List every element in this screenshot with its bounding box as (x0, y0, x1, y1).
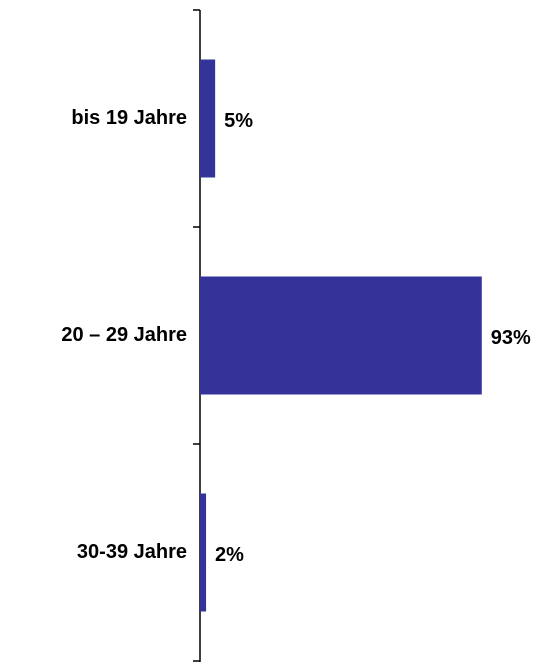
bar (200, 59, 216, 178)
value-label: 2% (215, 544, 244, 566)
value-label: 93% (491, 327, 531, 349)
category-label: 20 – 29 Jahre (61, 324, 187, 346)
category-label: bis 19 Jahre (71, 107, 187, 129)
bar (200, 493, 207, 612)
value-label: 5% (224, 110, 253, 132)
category-label: 30-39 Jahre (77, 541, 187, 563)
bar (200, 276, 482, 395)
